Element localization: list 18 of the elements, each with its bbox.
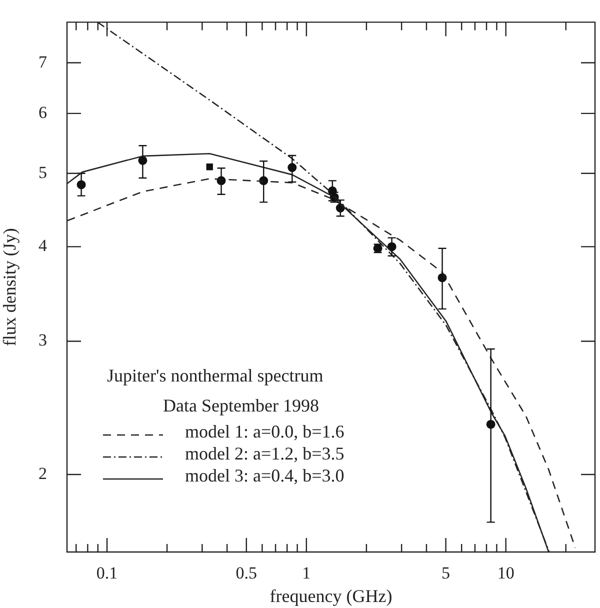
x-tick-label: 0.5 (236, 564, 258, 583)
x-tick-label: 5 (442, 564, 450, 583)
y-tick-label: 7 (38, 52, 48, 72)
x-tick-label: 0.1 (96, 564, 118, 583)
y-tick-label: 2 (38, 464, 47, 483)
x-tick-label: 10 (497, 564, 514, 583)
x-axis-title: frequency (GHz) (270, 586, 392, 606)
legend-label: model 1: a=0.0, b=1.6 (185, 422, 344, 442)
y-tick-label: 6 (38, 102, 47, 122)
y-tick-label: 3 (38, 330, 47, 350)
legend-label: model 3: a=0.4, b=3.0 (185, 466, 344, 486)
x-tick-label: 1 (302, 564, 311, 583)
legend-title: Data September 1998 (163, 396, 319, 416)
y-axis-title: flux density (Jy) (0, 228, 20, 346)
text: Jupiter's nonthermal spectrum (107, 366, 324, 386)
y-tick-label: 5 (38, 162, 47, 182)
y-tick-label: 4 (38, 236, 48, 256)
legend-label: model 2: a=1.2, b=3.5 (185, 444, 344, 464)
